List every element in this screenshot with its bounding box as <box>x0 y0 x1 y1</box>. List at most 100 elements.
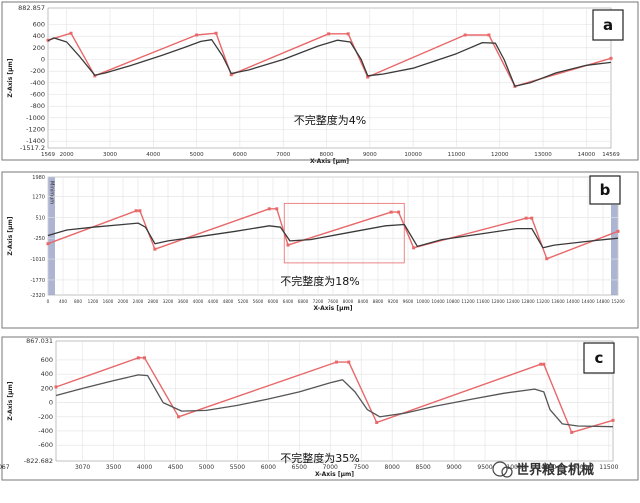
x-tick-label: 1569 <box>41 152 55 158</box>
x-tick-label: 8400 <box>358 299 369 304</box>
x-tick-label: 0 <box>47 299 50 304</box>
x-axis-title: X-Axis [µm] <box>310 158 349 165</box>
y-tick-label: 400 <box>33 32 45 40</box>
y-axis-title: Z-Axis [µm] <box>7 216 14 255</box>
y-tick-label: -1517.2 <box>20 144 45 152</box>
y-axis-title: Z-Axis [µm] <box>7 381 14 420</box>
series-point <box>463 33 467 37</box>
x-tick-label: 11000 <box>448 152 466 158</box>
x-tick-label: 7000 <box>276 152 290 158</box>
x-tick-label: 12067 <box>0 464 10 471</box>
x-tick-label: 13200 <box>536 299 550 304</box>
x-tick-label: 3070 <box>75 464 90 471</box>
panel-frame <box>1 336 639 481</box>
x-tick-label: 6000 <box>268 299 279 304</box>
y-tick-label: -800 <box>30 102 45 110</box>
x-tick-label: 6500 <box>292 464 307 471</box>
x-tick-label: 15200 <box>611 299 625 304</box>
x-tick-label: 2000 <box>60 152 74 158</box>
y-tick-label: -400 <box>38 427 53 435</box>
series-point <box>214 31 218 35</box>
y-axis-title: Z-Axis [µm] <box>7 58 14 97</box>
series-point <box>136 356 140 360</box>
x-tick-label: 9600 <box>403 299 414 304</box>
series-line <box>47 222 619 249</box>
x-tick-label: 14400 <box>581 299 595 304</box>
series-point <box>327 32 331 36</box>
y-tick-label: -1200 <box>26 125 45 133</box>
y-tick-label: 400 <box>41 370 53 378</box>
x-tick-label: 8800 <box>373 299 384 304</box>
maximum-bar <box>611 205 618 295</box>
annotation-text: 不完整度为4% <box>294 113 366 127</box>
y-tick-label: -1770 <box>30 278 45 284</box>
x-tick-label: 6000 <box>233 152 247 158</box>
x-tick-label: 3500 <box>106 464 121 471</box>
y-tick-label: 867.031 <box>26 337 53 345</box>
x-tick-label: 7600 <box>328 299 339 304</box>
series-point <box>275 207 279 211</box>
y-tick-label: -200 <box>30 67 45 75</box>
x-tick-label: 10000 <box>416 299 430 304</box>
wechat-icon-bubble <box>501 466 513 478</box>
x-tick-label: 10400 <box>431 299 445 304</box>
x-tick-label: 2000 <box>118 299 129 304</box>
minimum-bar <box>48 177 55 295</box>
series-point <box>530 216 534 220</box>
x-tick-label: 4500 <box>168 464 183 471</box>
plot-area <box>55 340 614 462</box>
series-point <box>143 356 147 360</box>
series-point <box>229 73 233 77</box>
watermark-text: 世界粮食机械 <box>516 462 594 478</box>
x-tick-label: 4000 <box>193 299 204 304</box>
y-tick-label: 1270 <box>32 194 45 200</box>
x-tick-label: 14000 <box>566 299 580 304</box>
x-tick-label: 3000 <box>103 152 117 158</box>
x-tick-label: 14569 <box>602 152 620 158</box>
x-tick-label: 8000 <box>385 464 400 471</box>
x-tick-label: 9200 <box>388 299 399 304</box>
y-tick-label: 510 <box>35 215 45 221</box>
x-tick-label: 4000 <box>146 152 160 158</box>
x-tick-label: 11000 <box>568 464 587 471</box>
watermark: 世界粮食机械 <box>492 461 594 478</box>
x-tick-label: 5200 <box>238 299 249 304</box>
x-tick-label: 9500 <box>477 464 492 471</box>
x-tick-label: 9000 <box>363 152 377 158</box>
x-tick-label: 13000 <box>534 152 552 158</box>
minimum-label: Minimum <box>49 181 55 204</box>
x-tick-label: 8000 <box>343 299 354 304</box>
x-tick-label: 12800 <box>521 299 535 304</box>
y-tick-label: 200 <box>41 384 53 392</box>
x-tick-label: 10800 <box>446 299 460 304</box>
y-tick-label: 600 <box>41 356 53 364</box>
y-tick-label: 200 <box>33 44 45 52</box>
series-line <box>47 37 612 87</box>
series-point <box>616 229 620 233</box>
x-tick-label: 11200 <box>461 299 475 304</box>
y-tick-label: -822.682 <box>24 457 53 465</box>
y-tick-label: -1000 <box>26 114 45 122</box>
series-point <box>267 207 271 211</box>
series-point <box>134 209 138 213</box>
y-tick-label: -1010 <box>30 257 45 263</box>
x-tick-label: 12000 <box>491 152 509 158</box>
plot-area <box>47 7 612 149</box>
series-point <box>570 430 574 434</box>
y-tick-label: 882.857 <box>18 4 45 12</box>
x-tick-label: 10000 <box>506 464 525 471</box>
y-tick-label: -1400 <box>26 137 45 145</box>
x-tick-label: 6400 <box>283 299 294 304</box>
panel-frame <box>1 1 639 161</box>
panel-badge <box>589 175 621 205</box>
x-tick-label: 11600 <box>476 299 490 304</box>
series-point <box>138 209 142 213</box>
x-axis-title: X-Axis [µm] <box>313 305 352 312</box>
panel-a: 1569 2000 3000 4000 5000 6000 7000 8000 9000 1000… <box>1 1 639 165</box>
series-point <box>54 385 58 389</box>
series-point <box>542 362 546 366</box>
x-tick-label: 2400 <box>133 299 144 304</box>
series-point <box>286 243 290 247</box>
x-tick-label: 9000 <box>446 464 461 471</box>
series-point <box>195 33 199 37</box>
